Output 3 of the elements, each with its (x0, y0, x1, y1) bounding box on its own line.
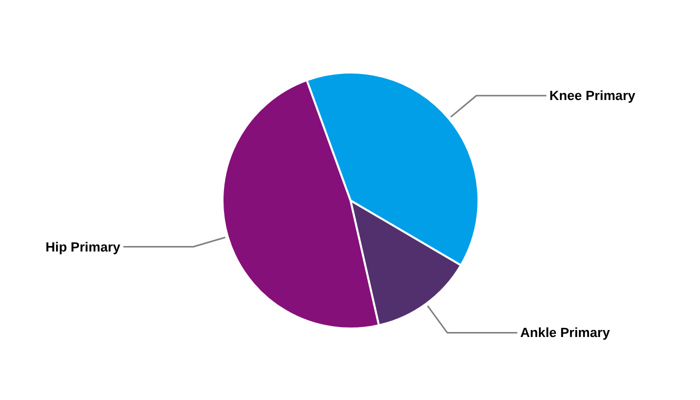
slice-label: Ankle Primary (520, 325, 610, 340)
slice-label: Hip Primary (46, 239, 121, 254)
slice-label: Knee Primary (549, 88, 636, 104)
